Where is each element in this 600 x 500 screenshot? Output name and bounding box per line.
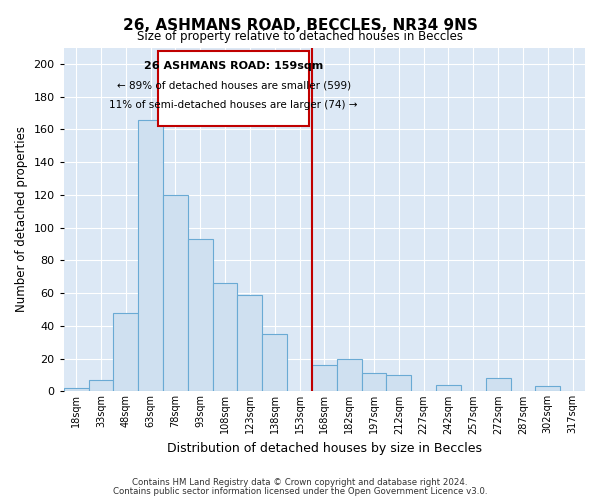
Bar	[138, 120, 163, 392]
FancyBboxPatch shape	[158, 51, 310, 126]
Text: Size of property relative to detached houses in Beccles: Size of property relative to detached ho…	[137, 30, 463, 43]
Bar	[362, 374, 386, 392]
Bar	[212, 284, 238, 392]
Bar	[113, 313, 138, 392]
X-axis label: Distribution of detached houses by size in Beccles: Distribution of detached houses by size …	[167, 442, 482, 455]
Y-axis label: Number of detached properties: Number of detached properties	[15, 126, 28, 312]
Bar	[312, 365, 337, 392]
Text: 11% of semi-detached houses are larger (74) →: 11% of semi-detached houses are larger (…	[109, 100, 358, 110]
Bar	[436, 385, 461, 392]
Bar	[386, 375, 411, 392]
Bar	[262, 334, 287, 392]
Text: 26, ASHMANS ROAD, BECCLES, NR34 9NS: 26, ASHMANS ROAD, BECCLES, NR34 9NS	[122, 18, 478, 32]
Text: ← 89% of detached houses are smaller (599): ← 89% of detached houses are smaller (59…	[116, 80, 351, 90]
Bar	[89, 380, 113, 392]
Bar	[163, 195, 188, 392]
Bar	[64, 388, 89, 392]
Bar	[188, 239, 212, 392]
Bar	[337, 358, 362, 392]
Bar	[486, 378, 511, 392]
Text: Contains HM Land Registry data © Crown copyright and database right 2024.: Contains HM Land Registry data © Crown c…	[132, 478, 468, 487]
Text: 26 ASHMANS ROAD: 159sqm: 26 ASHMANS ROAD: 159sqm	[144, 60, 323, 70]
Text: Contains public sector information licensed under the Open Government Licence v3: Contains public sector information licen…	[113, 487, 487, 496]
Bar	[238, 295, 262, 392]
Bar	[535, 386, 560, 392]
